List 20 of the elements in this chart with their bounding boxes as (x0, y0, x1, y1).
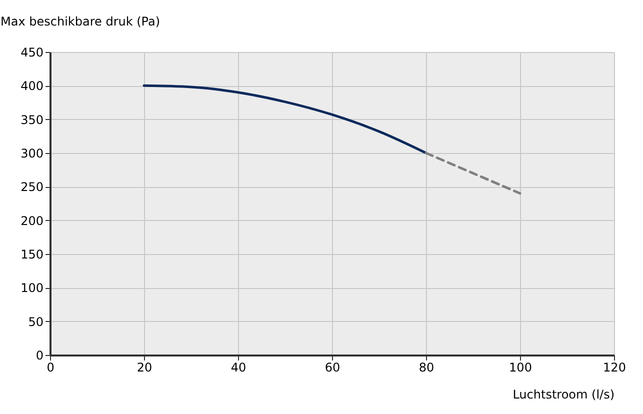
y-tick-label: 300 (20, 146, 44, 160)
y-tick-label: 450 (20, 46, 44, 60)
x-tick-label: 100 (509, 360, 532, 374)
x-tick-label: 120 (603, 360, 626, 374)
y-tick-label: 200 (20, 214, 44, 228)
y-tick-label: 350 (20, 112, 44, 127)
x-tick-label: 0 (46, 360, 54, 374)
y-tick-label: 100 (20, 281, 44, 296)
x-tick-label: 60 (324, 360, 340, 374)
y-tick-label: 50 (28, 314, 44, 329)
x-axis-title: Luchtstroom (l/s) (512, 388, 614, 402)
y-tick-label: 250 (20, 180, 44, 194)
y-tick-label: 0 (36, 348, 44, 362)
x-tick-label: 40 (230, 360, 246, 374)
x-tick-label: 80 (418, 360, 434, 374)
y-axis-title: Max beschikbare druk (Pa) (0, 14, 160, 28)
line-series (142, 84, 428, 154)
y-tick-label: 150 (20, 248, 44, 262)
x-tick-label: 20 (136, 360, 152, 374)
y-tick-label: 400 (20, 79, 44, 94)
